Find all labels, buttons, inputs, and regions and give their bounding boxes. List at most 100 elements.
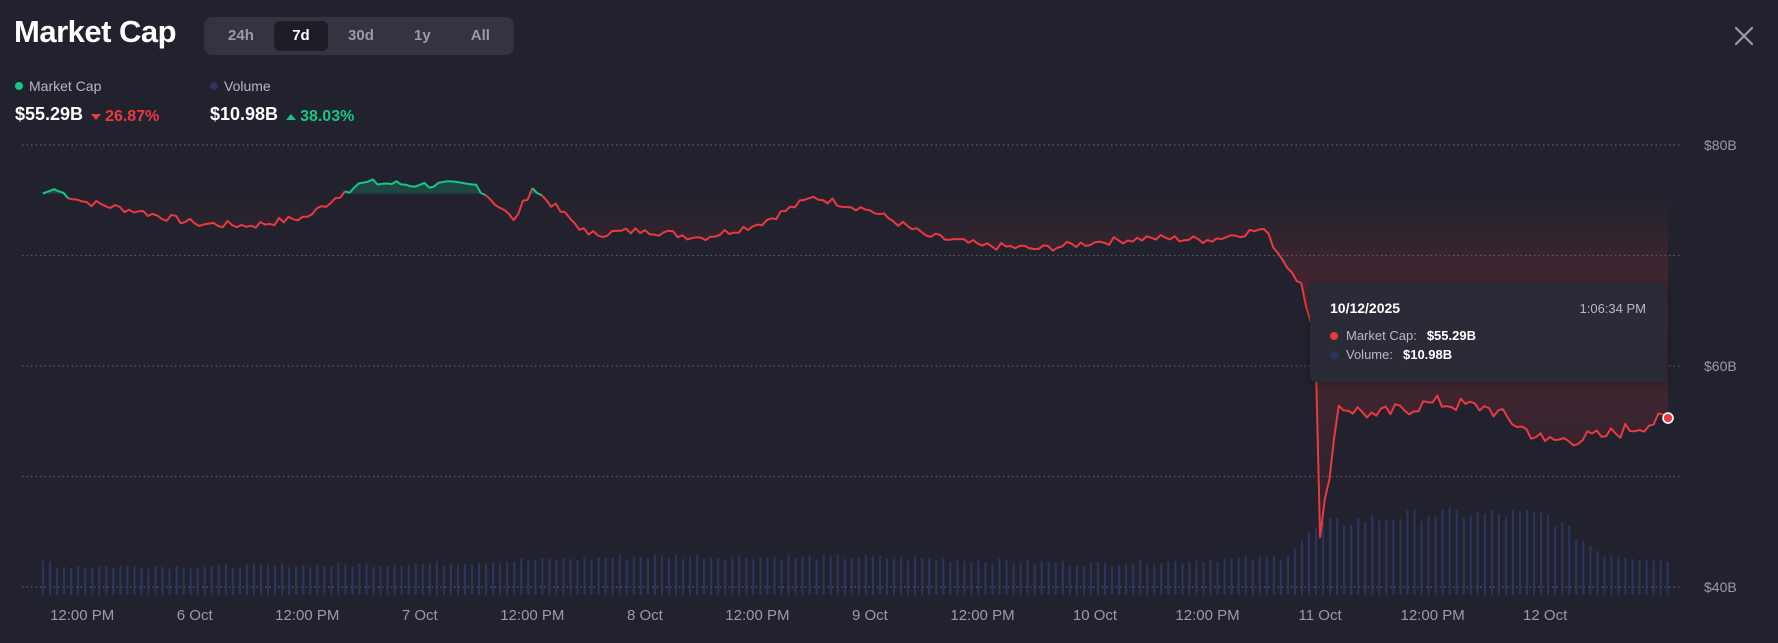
volume-bar — [1117, 565, 1121, 595]
x-tick-label: 11 Oct — [1299, 607, 1343, 624]
volume-bar — [91, 567, 94, 595]
volume-bar — [864, 555, 867, 595]
volume-bar — [1068, 565, 1071, 595]
tooltip-time: 1:06:34 PM — [1579, 300, 1647, 316]
tooltip-dot-volume — [1330, 350, 1338, 359]
volume-bar — [970, 562, 973, 595]
volume-bar — [1385, 519, 1388, 595]
volume-bar — [1476, 511, 1479, 595]
volume-bar — [625, 559, 628, 595]
volume-bar — [1427, 516, 1430, 595]
volume-bar — [224, 564, 227, 595]
tab-30d[interactable]: 30d — [348, 27, 374, 44]
volume-bar — [956, 560, 959, 595]
volume-bar — [379, 565, 382, 595]
volume-bar — [695, 554, 699, 595]
volume-bar — [1434, 515, 1437, 595]
volume-bar — [1518, 511, 1522, 595]
volume-bar — [77, 566, 80, 595]
volume-bar — [674, 554, 678, 595]
legend-market-cap[interactable]: Market Cap — [15, 78, 101, 94]
volume-bar — [871, 556, 875, 595]
volume-bar — [1174, 560, 1177, 595]
tab-1y[interactable]: 1y — [413, 27, 431, 44]
volume-bar — [780, 559, 783, 595]
volume-bar — [1103, 562, 1107, 595]
volume-bar — [1483, 513, 1486, 595]
volume-bar — [1539, 512, 1543, 595]
volume-bar — [400, 566, 403, 595]
volume-bar — [906, 560, 910, 595]
market-cap-line-down — [67, 190, 346, 229]
legend-dot-volume — [210, 82, 218, 90]
volume-bar — [583, 556, 586, 595]
volume-bar — [878, 555, 882, 595]
volume-bar — [98, 566, 101, 595]
volume-bar — [1336, 517, 1339, 595]
tab-7d[interactable]: 7d — [273, 21, 328, 51]
volume-bar — [576, 559, 579, 595]
x-tick-label: 10 Oct — [1073, 607, 1118, 624]
volume-bar — [1610, 555, 1613, 595]
volume-bar — [463, 564, 467, 595]
volume-bar — [1350, 524, 1353, 595]
volume-bar — [477, 562, 481, 595]
volume-bar — [182, 568, 185, 595]
volume-bar — [843, 558, 846, 595]
market-cap-line-down — [540, 194, 1669, 539]
volume-bar — [710, 557, 713, 595]
volume-bar — [1033, 563, 1036, 595]
volume-bar — [1448, 507, 1451, 595]
tooltip-value-market-cap: $55.29B — [1426, 328, 1476, 343]
volume-bar — [48, 561, 52, 595]
volume-bar — [1561, 522, 1564, 595]
volume-bar — [1371, 515, 1374, 595]
volume-bar — [935, 560, 938, 595]
volume-bar — [484, 563, 488, 595]
legend-volume-label: Volume — [224, 78, 271, 94]
volume-bar — [590, 559, 593, 595]
x-tick-label: 6 Oct — [177, 607, 214, 624]
volume-bar — [738, 555, 741, 595]
tooltip-dot-market-cap — [1330, 331, 1338, 340]
y-tick-label: $40B — [1704, 579, 1737, 595]
volume-bar — [597, 557, 600, 595]
volume-bar — [1652, 560, 1655, 595]
volume-bar — [1455, 510, 1458, 595]
x-tick-label: 12 Oct — [1523, 607, 1568, 624]
tab-all[interactable]: All — [470, 27, 490, 44]
x-tick-label: 12:00 PM — [275, 607, 339, 624]
volume-bar — [203, 566, 206, 595]
volume-bar — [358, 563, 361, 595]
volume-bar — [316, 564, 319, 595]
volume-bar — [196, 567, 199, 595]
tab-24h[interactable]: 24h — [228, 27, 254, 44]
volume-bar — [766, 557, 769, 595]
volume-bar — [513, 561, 516, 595]
volume-bar — [344, 564, 347, 595]
close-icon[interactable] — [1730, 22, 1758, 50]
volume-bar — [1659, 560, 1662, 595]
volume-bar — [126, 565, 129, 595]
volume-bar — [808, 555, 811, 595]
volume-bar — [133, 566, 136, 595]
volume-bar — [1589, 545, 1592, 595]
volume-bar — [309, 567, 312, 595]
volume-bar — [1181, 563, 1184, 595]
volume-bar — [266, 564, 270, 595]
volume-bar — [787, 555, 790, 595]
volume-bar — [618, 554, 621, 595]
volume-change: 38.03% — [286, 108, 354, 126]
tooltip-date: 10/12/2025 — [1330, 300, 1401, 316]
legend-volume[interactable]: Volume — [210, 78, 271, 94]
volume-bar — [330, 565, 333, 595]
volume-bar — [1364, 522, 1367, 595]
volume-bar — [998, 558, 1001, 595]
volume-bar — [1666, 562, 1669, 595]
volume-bar — [231, 567, 234, 595]
volume-bar — [1167, 561, 1170, 595]
volume-bar — [189, 568, 192, 595]
legend-dot-market-cap — [15, 82, 23, 90]
volume-bar — [1307, 532, 1311, 595]
volume-bar — [1202, 562, 1205, 595]
